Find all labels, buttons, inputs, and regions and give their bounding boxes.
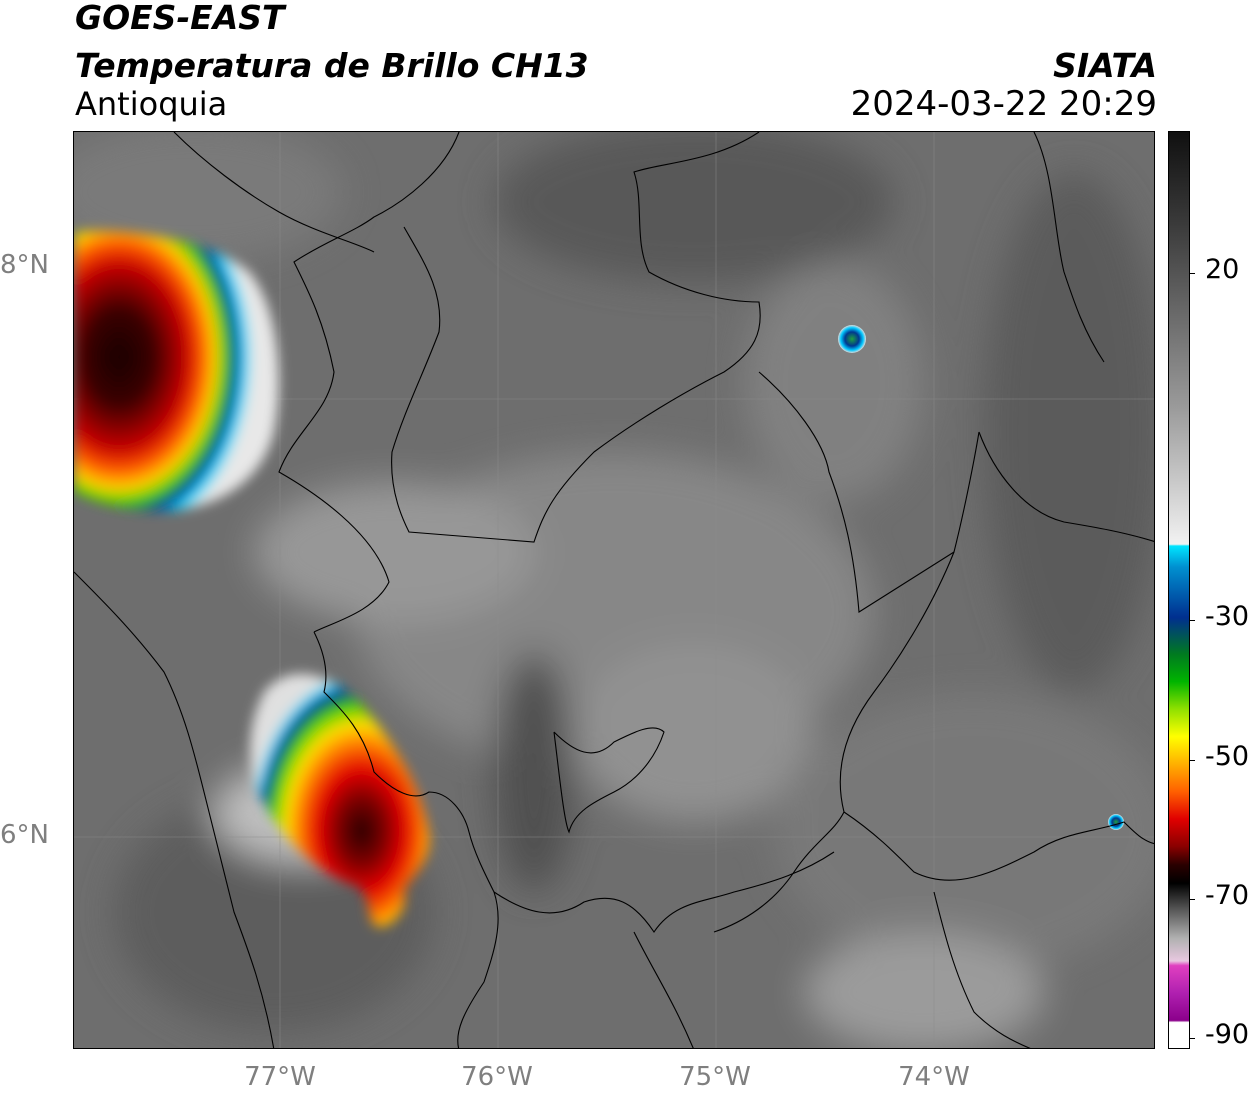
colorbar-label-minus90: -90	[1205, 1019, 1250, 1050]
satellite-title: GOES-EAST	[75, 0, 285, 37]
storm-cell-small-east	[1108, 814, 1124, 830]
colorbar-tick-minus70	[1190, 899, 1195, 900]
colorbar-tick-minus90	[1190, 1038, 1195, 1039]
colorbar-label-minus30: -30	[1205, 601, 1250, 632]
agency-label: SIATA	[1053, 46, 1157, 85]
colorbar-tick-20	[1190, 273, 1195, 274]
lon-label-76w: 76°W	[461, 1062, 533, 1092]
colorbar-tick-minus50	[1190, 760, 1195, 761]
colorbar-tick-minus30	[1190, 620, 1195, 621]
map-canvas	[74, 132, 1154, 1048]
lon-label-74w: 74°W	[898, 1062, 970, 1092]
lat-label-8n: 8°N	[0, 250, 49, 280]
lon-label-77w: 77°W	[244, 1062, 316, 1092]
colorbar-label-minus50: -50	[1205, 741, 1250, 772]
storm-cell-northwest	[74, 231, 279, 512]
storm-cell-southwest	[250, 673, 430, 927]
colorbar-label-minus70: -70	[1205, 880, 1250, 911]
product-title: Temperatura de Brillo CH13	[75, 46, 589, 85]
lon-label-75w: 75°W	[679, 1062, 751, 1092]
colorbar-label-20: 20	[1205, 254, 1240, 285]
satellite-map[interactable]	[73, 131, 1155, 1049]
boundaries	[74, 132, 1154, 1048]
lat-label-6n: 6°N	[0, 820, 49, 850]
storm-cell-small-north	[838, 325, 866, 353]
region-label: Antioquia	[75, 85, 228, 123]
colorbar	[1168, 131, 1190, 1049]
datetime-label: 2024-03-22 20:29	[850, 84, 1157, 124]
